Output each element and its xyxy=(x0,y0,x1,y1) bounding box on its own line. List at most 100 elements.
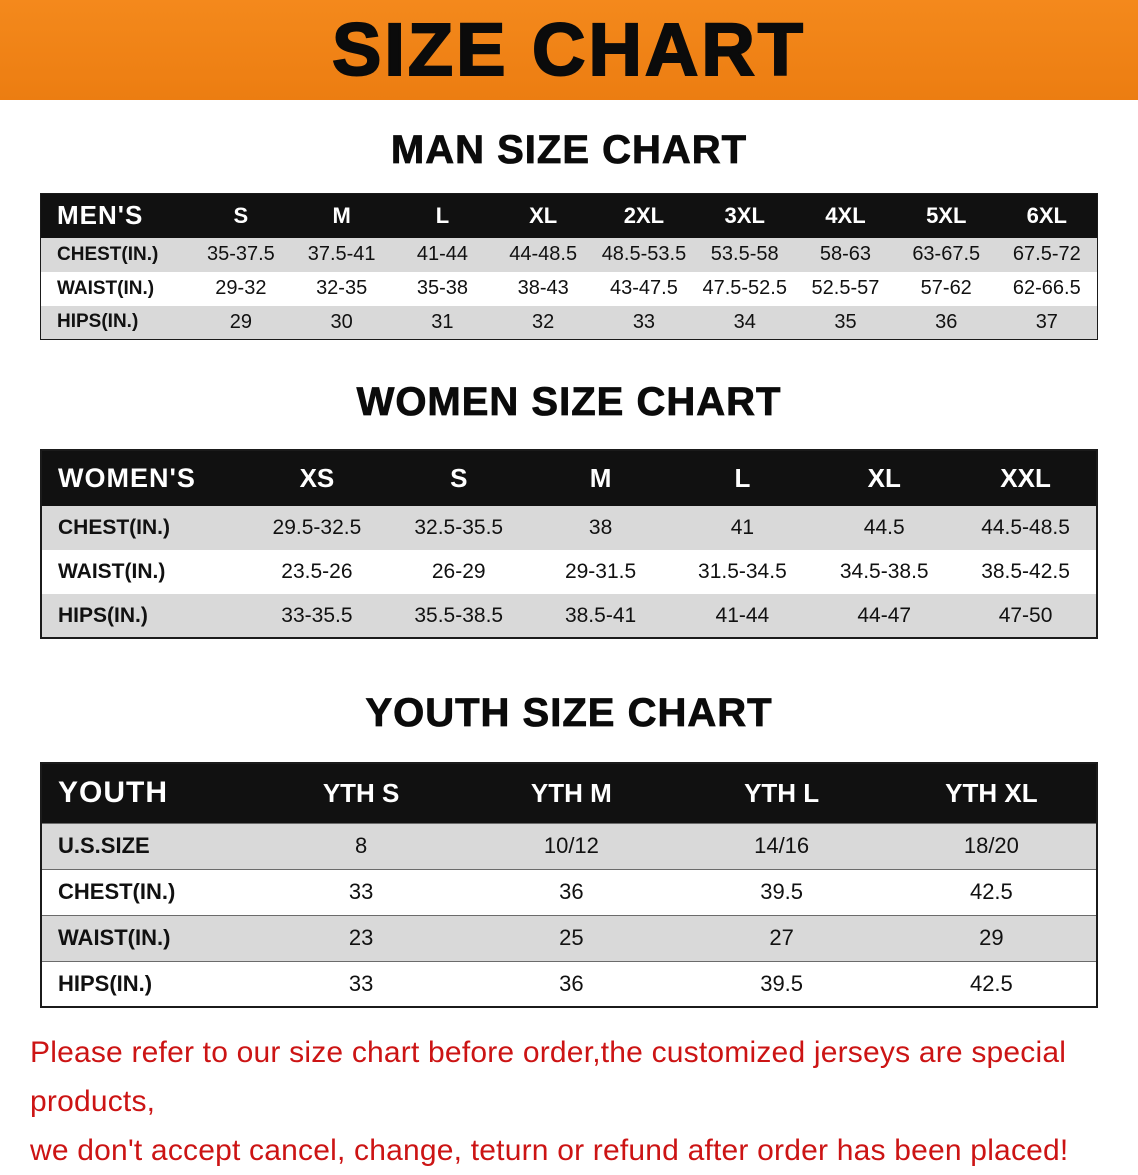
table-row: WAIST(IN.) 23.5-26 26-29 29-31.5 31.5-34.5 34… xyxy=(41,550,1097,594)
women-size-heading: WOMEN SIZE CHART xyxy=(356,380,782,425)
disclaimer-line-2: we don't accept cancel, change, teturn o… xyxy=(30,1134,1069,1167)
table-row: HIPS(IN.) 29 30 31 32 33 34 35 36 37 xyxy=(40,305,1098,340)
table-cell: 34.5-38.5 xyxy=(839,560,929,583)
table-cell: 31 xyxy=(431,310,454,333)
table-cell: 53.5-58 xyxy=(710,243,779,265)
table-cell: 10/12 xyxy=(543,833,599,858)
column-header: YTH L xyxy=(744,777,820,808)
table-cell: 41 xyxy=(730,516,755,539)
column-header: XXL xyxy=(1000,463,1051,493)
table-row: HIPS(IN.) 33-35.5 35.5-38.5 38.5-41 41-44 44-… xyxy=(41,594,1097,638)
table-cell: 29.5-32.5 xyxy=(272,516,362,539)
table-cell: 14/16 xyxy=(754,833,810,858)
column-header: S xyxy=(233,202,249,228)
table-cell: 39.5 xyxy=(760,970,804,996)
man-size-heading: MAN SIZE CHART xyxy=(390,128,748,173)
table-cell: 33 xyxy=(348,879,374,904)
women-size-section: WOMEN SIZE CHART WOMEN'S XS S M L XL XXL CHEST(… xyxy=(0,380,1138,639)
column-header: L xyxy=(734,463,751,493)
column-header: L xyxy=(435,202,450,228)
table-cell: 63-67.5 xyxy=(912,243,981,265)
table-cell: 44.5 xyxy=(863,516,905,539)
column-header: YTH XL xyxy=(945,777,1038,808)
table-row: WAIST(IN.) 29-32 32-35 35-38 38-43 43-47.5 47.… xyxy=(40,271,1098,306)
row-label: WAIST(IN.) xyxy=(58,925,171,950)
disclaimer: Please refer to our size chart before or… xyxy=(0,1028,1138,1175)
man-size-section: MAN SIZE CHART MEN'S S M L XL 2XL 3XL 4XL 5XL 6XL… xyxy=(0,128,1138,340)
table-title-cell: MEN'S xyxy=(57,200,144,231)
disclaimer-line-1: Please refer to our size chart before or… xyxy=(30,1036,1067,1118)
table-cell: 44-47 xyxy=(857,603,912,627)
table-header-row: MEN'S S M L XL 2XL 3XL 4XL 5XL 6XL xyxy=(40,193,1098,238)
table-cell: 43-47.5 xyxy=(610,277,678,299)
table-cell: 33-35.5 xyxy=(281,603,353,627)
table-cell: 52.5-57 xyxy=(811,277,880,299)
row-label: WAIST(IN.) xyxy=(58,560,166,583)
table-cell: 62-66.5 xyxy=(1012,277,1081,299)
table-row: CHEST(IN.) 33 36 39.5 42.5 xyxy=(41,869,1097,915)
table-cell: 67.5-72 xyxy=(1012,243,1081,265)
youth-size-heading: YOUTH SIZE CHART xyxy=(365,691,773,736)
table-cell: 36 xyxy=(559,879,584,904)
table-cell: 37.5-41 xyxy=(307,243,376,265)
table-cell: 42.5 xyxy=(969,879,1013,904)
table-cell: 29 xyxy=(229,310,252,333)
table-cell: 26-29 xyxy=(431,560,486,583)
table-cell: 29-32 xyxy=(215,277,267,299)
page-title: SIZE CHART xyxy=(331,8,806,91)
column-header: M xyxy=(589,463,612,493)
column-header: 3XL xyxy=(724,202,765,228)
table-cell: 23.5-26 xyxy=(281,560,353,583)
table-cell: 33 xyxy=(348,970,374,996)
column-header: S xyxy=(450,463,468,493)
youth-size-table: YOUTH YTH S YTH M YTH L YTH XL U.S.SIZE 8 10/12… xyxy=(40,762,1098,1008)
table-cell: 38.5-42.5 xyxy=(981,560,1070,583)
women-size-table: WOMEN'S XS S M L XL XXL CHEST(IN.) 29.5-32.5 32.5… xyxy=(40,449,1098,639)
row-label: HIPS(IN.) xyxy=(58,603,148,627)
row-label: U.S.SIZE xyxy=(58,833,150,858)
table-cell: 47.5-52.5 xyxy=(702,277,787,299)
table-cell: 57-62 xyxy=(920,277,972,299)
row-label: HIPS(IN.) xyxy=(58,970,153,996)
table-cell: 47-50 xyxy=(998,603,1053,627)
table-title-cell: YOUTH xyxy=(58,776,168,810)
table-cell: 41-44 xyxy=(416,243,468,265)
table-row: HIPS(IN.) 33 36 39.5 42.5 xyxy=(41,961,1097,1007)
size-chart-banner: SIZE CHART xyxy=(0,0,1138,100)
table-title-cell: WOMEN'S xyxy=(58,463,196,493)
table-cell: 32.5-35.5 xyxy=(414,516,504,539)
table-cell: 35-37.5 xyxy=(206,243,275,265)
table-cell: 37 xyxy=(1035,310,1058,333)
row-label: CHEST(IN.) xyxy=(57,243,159,265)
row-label: CHEST(IN.) xyxy=(58,879,176,904)
table-cell: 38 xyxy=(588,516,613,539)
table-cell: 23 xyxy=(348,925,374,950)
table-cell: 48.5-53.5 xyxy=(601,243,687,265)
column-header: XL xyxy=(867,463,901,493)
column-header: 4XL xyxy=(825,202,866,228)
table-cell: 38-43 xyxy=(517,277,569,299)
column-header: YTH S xyxy=(322,777,400,808)
table-cell: 18/20 xyxy=(963,833,1019,858)
table-cell: 35 xyxy=(834,310,857,333)
row-label: HIPS(IN.) xyxy=(57,311,139,333)
row-label: CHEST(IN.) xyxy=(58,516,170,539)
table-cell: 38.5-41 xyxy=(564,603,637,627)
table-row: CHEST(IN.) 35-37.5 37.5-41 41-44 44-48.5 48.5… xyxy=(40,237,1098,272)
table-cell: 44-48.5 xyxy=(509,243,578,265)
table-row: WAIST(IN.) 23 25 27 29 xyxy=(41,915,1097,961)
row-label: WAIST(IN.) xyxy=(57,277,155,299)
table-header-row: YOUTH YTH S YTH M YTH L YTH XL xyxy=(41,763,1097,823)
man-size-table: MEN'S S M L XL 2XL 3XL 4XL 5XL 6XL CHEST(IN.) 35-37… xyxy=(40,193,1098,340)
table-cell: 39.5 xyxy=(760,879,804,904)
table-cell: 36 xyxy=(935,310,958,333)
table-cell: 44.5-48.5 xyxy=(981,516,1070,539)
table-cell: 42.5 xyxy=(969,970,1013,996)
table-cell: 29-31.5 xyxy=(564,560,637,583)
column-header: XL xyxy=(529,202,558,228)
table-cell: 34 xyxy=(733,310,756,333)
column-header: 6XL xyxy=(1026,202,1067,228)
table-cell: 30 xyxy=(330,310,353,333)
table-cell: 36 xyxy=(559,970,584,996)
table-row: U.S.SIZE 8 10/12 14/16 18/20 xyxy=(41,823,1097,869)
